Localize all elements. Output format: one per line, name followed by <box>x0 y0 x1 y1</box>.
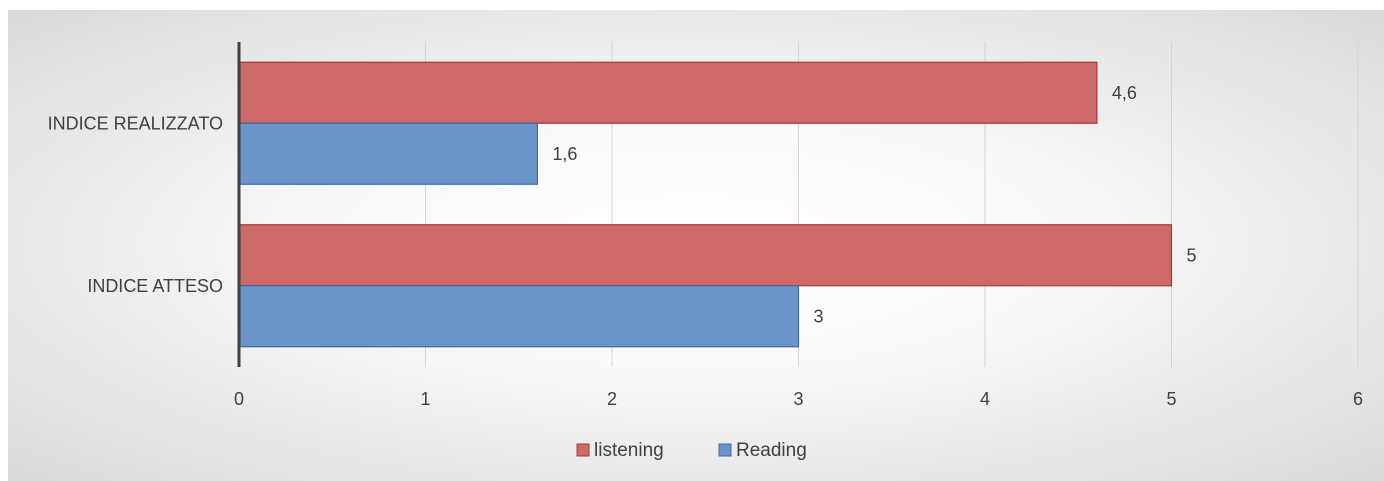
category-label-0: INDICE REALIZZATO <box>48 113 223 133</box>
bar-reading-0 <box>238 122 538 185</box>
bar-reading-1 <box>238 285 800 348</box>
data-label-reading-1: 3 <box>814 306 824 326</box>
legend-label-reading: Reading <box>736 440 807 461</box>
legend-swatch-listening <box>576 443 590 457</box>
x-tick-label-3: 3 <box>793 389 803 409</box>
data-label-reading-0: 1,6 <box>552 144 577 164</box>
x-tick-label-6: 6 <box>1353 389 1363 409</box>
x-tick-label-4: 4 <box>980 389 990 409</box>
legend-label-listening: listening <box>594 440 664 461</box>
legend-swatch-reading <box>718 443 732 457</box>
data-label-listening-1: 5 <box>1187 245 1197 265</box>
x-tick-label-1: 1 <box>420 389 430 409</box>
data-label-listening-0: 4,6 <box>1112 83 1137 103</box>
x-tick-label-5: 5 <box>1166 389 1176 409</box>
x-tick-label-0: 0 <box>234 389 244 409</box>
x-tick-label-2: 2 <box>607 389 617 409</box>
bar-listening-1 <box>238 224 1173 287</box>
bar-listening-0 <box>238 61 1098 124</box>
category-label-1: INDICE ATTESO <box>87 276 223 296</box>
